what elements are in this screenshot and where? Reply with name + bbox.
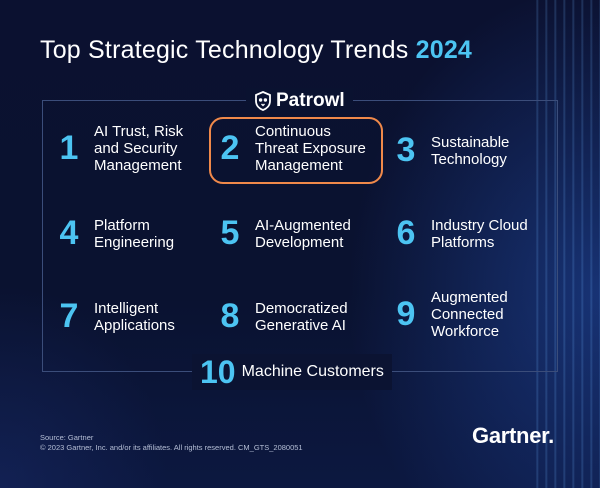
trend-number: 4 (59, 214, 79, 252)
source-text: Source: Gartner (40, 433, 94, 442)
trend-item-7: 7 Intelligent Applications (52, 297, 175, 336)
trend-number: 5 (220, 214, 240, 252)
logo-text: Patrowl (276, 90, 345, 111)
trend-item-6: 6 Industry Cloud Platforms (389, 214, 528, 253)
gartner-logo: Gartner. (472, 423, 554, 448)
trend-item-8: 8 Democratized Generative AI (213, 297, 348, 336)
patrowl-logo: Patrowl (246, 88, 353, 114)
trend-number: 3 (396, 131, 416, 169)
patrowl-shield-icon (255, 91, 271, 111)
trend-number: 6 (396, 214, 416, 252)
trend-item-3: 3 Sustainable Technology (389, 131, 510, 170)
trend-label: Platform Engineering (94, 216, 175, 251)
trend-label: Machine Customers (241, 363, 384, 380)
trend-label: AI-Augmented Development (255, 216, 351, 251)
trend-label: Continuous Threat Exposure Management (255, 123, 366, 174)
trend-label: Augmented Connected Workforce (431, 289, 508, 340)
title-text: Top Strategic Technology Trends (40, 36, 409, 64)
trend-item-5: 5 AI-Augmented Development (213, 214, 351, 253)
light-streaks-decoration (530, 0, 600, 488)
title-year: 2024 (415, 36, 473, 64)
trend-item-10: 10 Machine Customers (192, 354, 392, 390)
trend-number: 1 (59, 129, 79, 167)
trend-label: Democratized Generative AI (255, 299, 348, 334)
highlight-box (209, 117, 383, 184)
trend-item-1: 1 AI Trust, Risk and Security Management (52, 123, 184, 174)
trend-number: 9 (396, 295, 416, 333)
trend-number: 2 (220, 129, 240, 167)
trend-label: Sustainable Technology (431, 133, 510, 168)
trend-label: Industry Cloud Platforms (431, 216, 528, 251)
trend-number: 10 (200, 353, 236, 390)
source-note: Source: Gartner © 2023 Gartner, Inc. and… (40, 433, 303, 453)
trend-item-9: 9 Augmented Connected Workforce (389, 289, 508, 340)
copyright-text: © 2023 Gartner, Inc. and/or its affiliat… (40, 443, 303, 452)
trend-label: Intelligent Applications (94, 299, 175, 334)
trend-label: AI Trust, Risk and Security Management (94, 123, 184, 174)
trend-item-2: 2 Continuous Threat Exposure Management (213, 123, 366, 174)
page-title: Top Strategic Technology Trends 2024 (40, 36, 472, 65)
trend-number: 8 (220, 297, 240, 335)
trend-item-4: 4 Platform Engineering (52, 214, 175, 253)
trend-number: 7 (59, 297, 79, 335)
